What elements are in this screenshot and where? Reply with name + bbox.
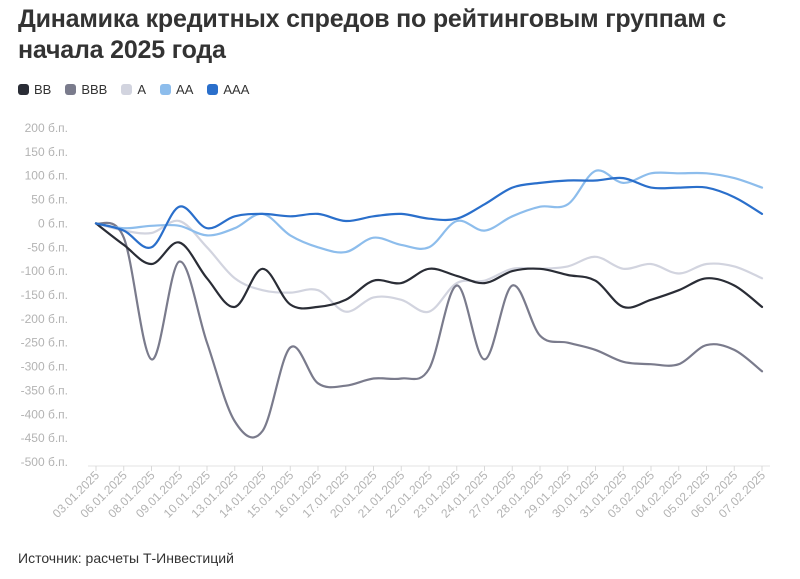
series-line-bbb	[94, 221, 764, 439]
legend-label: BB	[34, 82, 52, 97]
legend-swatch	[121, 84, 133, 95]
legend-label: AA	[176, 82, 194, 97]
y-tick-label: 150 б.п.	[25, 145, 68, 159]
chart-legend: BB BBB A AA AAA	[18, 82, 249, 97]
y-tick-label: -400 б.п.	[21, 407, 68, 421]
legend-item-a: A	[121, 82, 146, 97]
chart-title: Динамика кредитных спредов по рейтинговы…	[18, 5, 727, 64]
legend-swatch	[207, 84, 219, 95]
y-tick-label: 0 б.п.	[38, 216, 68, 230]
y-tick-label: -500 б.п.	[21, 455, 68, 469]
legend-item-bbb: BBB	[65, 82, 107, 97]
legend-swatch	[65, 84, 77, 95]
legend-label: AAA	[223, 82, 250, 97]
series-line-aaa	[94, 176, 764, 249]
series-line-a	[94, 219, 764, 314]
y-tick-label: 100 б.п.	[25, 169, 68, 183]
legend-item-bb: BB	[18, 82, 51, 97]
y-tick-label: -300 б.п.	[21, 360, 68, 374]
y-tick-label: 50 б.п.	[31, 193, 68, 207]
legend-swatch	[160, 84, 172, 95]
legend-swatch	[18, 84, 29, 95]
y-tick-label: -100 б.п.	[21, 264, 68, 278]
source-note: Источник: расчеты Т-Инвестиций	[18, 550, 234, 566]
y-tick-label: -50 б.п.	[27, 240, 68, 254]
legend-label: A	[137, 82, 147, 97]
legend-label: BBB	[81, 82, 108, 97]
line-chart: 200 б.п. 150 б.п. 100 б.п. 50 б.п. 0 б.п. -50…	[21, 121, 770, 521]
y-tick-label: -250 б.п.	[21, 336, 68, 350]
y-tick-label: -200 б.п.	[21, 312, 68, 326]
series-line-bb	[94, 222, 764, 310]
y-tick-label: -150 б.п.	[21, 288, 68, 302]
y-tick-label: -350 б.п.	[21, 383, 68, 397]
y-tick-label: 200 б.п.	[25, 121, 68, 135]
legend-item-aaa: AAA	[207, 82, 249, 97]
series-line-aa	[94, 169, 764, 254]
y-tick-label: -450 б.п.	[21, 431, 68, 445]
legend-item-aa: AA	[160, 82, 193, 97]
